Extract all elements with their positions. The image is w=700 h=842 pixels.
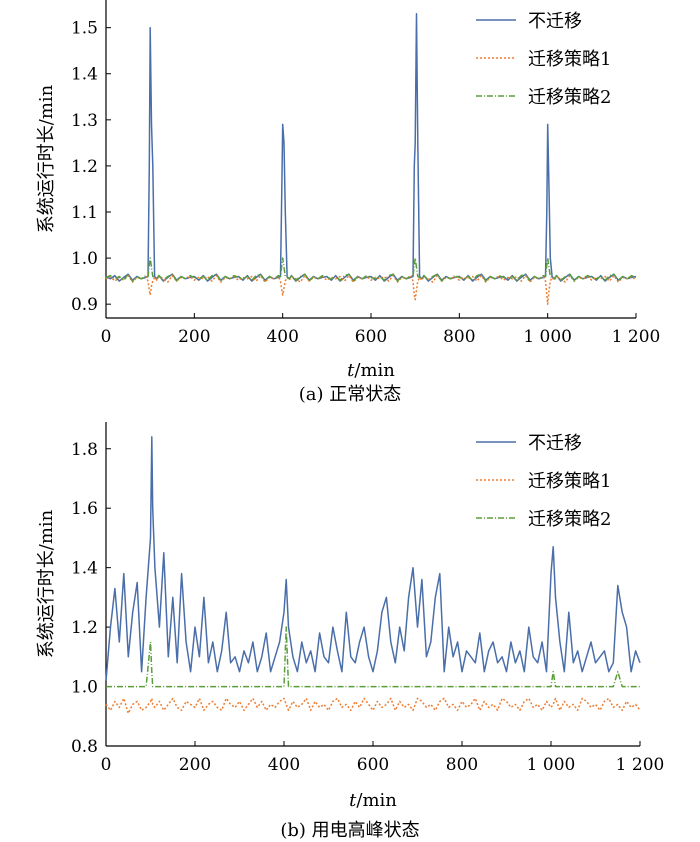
- x-axis-label: t/min: [347, 360, 395, 381]
- x-tick-label: 200: [178, 327, 210, 347]
- legend-label: 不迁移: [528, 433, 582, 454]
- series-line-0: [105, 436, 641, 681]
- y-tick-label: 1.4: [71, 559, 98, 579]
- legend-label: 不迁移: [528, 11, 582, 32]
- chart-caption: (a) 正常状态: [299, 384, 402, 405]
- x-tick-label: 800: [443, 327, 475, 347]
- x-tick-label: 400: [266, 327, 298, 347]
- legend-label: 迁移策略2: [528, 87, 611, 108]
- y-tick-label: 0.9: [71, 295, 98, 315]
- x-tick-label: 0: [101, 755, 112, 775]
- x-tick-label: 1 200: [616, 755, 665, 775]
- y-tick-label: 1.2: [71, 618, 98, 638]
- x-tick-label: 400: [268, 755, 300, 775]
- x-tick-label: 800: [446, 755, 478, 775]
- chart-caption: (b) 用电高峰状态: [280, 820, 419, 841]
- y-tick-label: 1.3: [71, 111, 98, 131]
- y-tick-label: 1.1: [71, 203, 98, 223]
- y-tick-label: 1.8: [71, 440, 98, 460]
- x-tick-label: 600: [355, 327, 387, 347]
- series-line-1: [105, 697, 641, 715]
- y-tick-label: 1.0: [71, 678, 98, 698]
- y-tick-label: 0.8: [71, 737, 98, 757]
- chart-1: 0 200 400 600 800 1 000 1 200 0.8 1.0 1.2 1.4 1.6 1.…: [36, 422, 664, 841]
- x-axis-label: t/min: [349, 790, 397, 811]
- y-tick-label: 1.4: [71, 65, 98, 85]
- series-line-2: [105, 257, 637, 282]
- y-tick-label: 1.6: [71, 499, 98, 519]
- x-tick-label: 600: [357, 755, 389, 775]
- series-line-2: [106, 626, 640, 688]
- y-axis-label: 系统运行时长/min: [36, 509, 57, 658]
- x-tick-label: 1 000: [527, 755, 576, 775]
- x-tick-label: 0: [101, 327, 112, 347]
- x-tick-label: 1 000: [523, 327, 572, 347]
- series-line-1: [105, 274, 637, 305]
- y-tick-label: 1.2: [71, 157, 98, 177]
- y-tick-label: 1.5: [71, 19, 98, 39]
- series-line-0: [105, 13, 637, 282]
- legend-label: 迁移策略1: [528, 49, 611, 70]
- y-axis-label: 系统运行时长/min: [36, 84, 57, 233]
- y-tick-label: 1.0: [71, 249, 98, 269]
- legend-label: 迁移策略1: [528, 471, 611, 492]
- legend-label: 迁移策略2: [528, 509, 611, 530]
- chart-0: 0 200 400 600 800 1 000 1 200 0.9 1.0 1.1 1.2 1.3 1.…: [36, 0, 660, 405]
- x-tick-label: 200: [179, 755, 211, 775]
- x-tick-label: 1 200: [612, 327, 661, 347]
